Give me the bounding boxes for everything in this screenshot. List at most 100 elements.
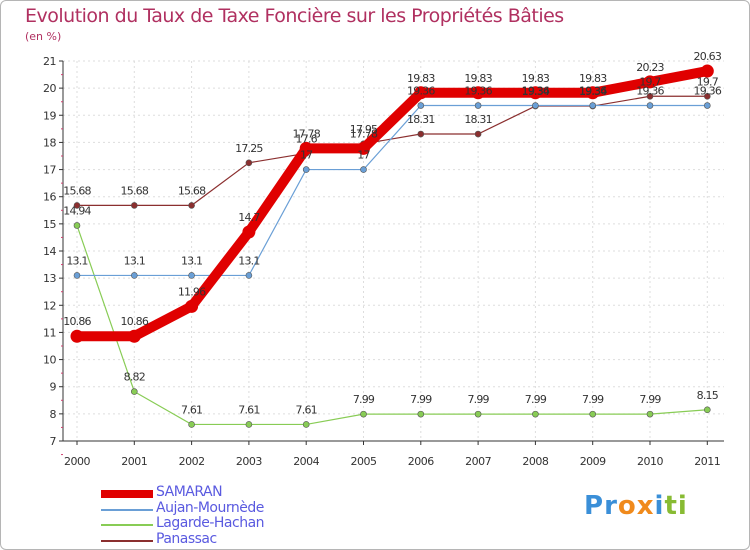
data-point (414, 86, 428, 100)
logo-letter: r (604, 491, 618, 521)
data-label: 7.99 (639, 393, 661, 406)
legend-label: Panassac (156, 530, 217, 547)
x-tick-label: 2007 (465, 455, 491, 468)
data-labels-aujan-mourn-de: 13.1 13.1 13.1 13.1 17 17 19.36 19.36 19.36 19.36… (66, 85, 722, 268)
data-label: 7.99 (353, 393, 375, 406)
data-label: 7.99 (410, 393, 432, 406)
series-lagarde-hachan (73, 222, 711, 428)
x-tick-label: 2004 (293, 455, 319, 468)
x-tick-label: 2003 (236, 455, 262, 468)
data-label: 14.94 (63, 204, 91, 217)
data-point (417, 410, 425, 418)
series-line (77, 104, 708, 277)
data-label: 19.36 (464, 85, 492, 98)
x-tick-label: 2010 (637, 455, 663, 468)
x-tick-label: 2009 (580, 455, 606, 468)
data-point (646, 92, 654, 100)
data-point (302, 421, 310, 428)
data-point (73, 202, 81, 209)
y-tick-label: 20 (43, 82, 56, 95)
data-point (188, 421, 195, 428)
data-point (703, 92, 711, 100)
grid (63, 60, 724, 442)
data-label: 19.36 (579, 85, 607, 98)
y-axis-unit-label: (en %) (25, 30, 62, 43)
data-label: 19.83 (464, 72, 492, 85)
series-aujan-mourn-de (73, 102, 711, 279)
data-label: 19.7 (639, 75, 661, 88)
data-point (360, 410, 367, 418)
chart-title: Evolution du Taux de Taxe Foncière sur l… (25, 5, 564, 27)
data-label: 7.99 (525, 393, 547, 406)
x-tick-label: 2006 (408, 455, 434, 468)
data-point (131, 202, 138, 209)
data-point (532, 102, 539, 109)
data-point (302, 166, 310, 173)
data-point (185, 299, 199, 313)
x-tick-label: 2005 (351, 455, 377, 468)
data-point (643, 75, 657, 89)
data-label: 17.6 (296, 132, 318, 145)
data-point (532, 410, 539, 418)
data-point (299, 141, 313, 155)
line-chart-plot: 7 8 9 10 11 12 13 14 15 16 17 18 19 20 21 2000 2001 2002 2… (43, 50, 724, 468)
series-line (77, 95, 708, 206)
legend-swatch (101, 539, 153, 542)
legend-label: Lagarde-Hachan (156, 515, 265, 531)
data-labels-panassac: 15.68 15.68 15.68 17.25 17.6 17.95 18.31 18.31 1… (63, 75, 719, 197)
legend-label: Aujan-Mournède (156, 499, 264, 516)
data-point (188, 272, 195, 279)
data-label: 19.83 (522, 72, 550, 85)
legend-item: SAMARAN (101, 484, 361, 502)
x-tick-label: 2000 (64, 455, 90, 468)
data-point (245, 272, 253, 279)
data-point (245, 421, 253, 428)
data-point (73, 222, 81, 229)
data-label: 19.36 (522, 85, 550, 98)
proxiti-logo: Proxiti (584, 491, 688, 521)
data-point (528, 86, 542, 100)
data-point (700, 64, 714, 78)
data-label: 8.82 (124, 371, 145, 384)
data-point (703, 102, 711, 109)
data-label: 15.68 (178, 184, 206, 197)
x-tick-label: 2001 (121, 455, 147, 468)
data-label: 19.7 (697, 75, 719, 88)
data-labels-lagarde-hachan: 14.94 8.82 7.61 7.61 7.61 7.99 7.99 7.99 7.99 7.9… (63, 204, 719, 416)
data-label: 17.25 (235, 142, 263, 155)
series-line (77, 66, 709, 342)
y-tick-label: 21 (43, 55, 56, 68)
data-label: 8.15 (697, 389, 719, 402)
y-tick-label: 13 (43, 272, 56, 285)
legend-label: SAMARAN (156, 484, 223, 500)
data-label: 10.86 (121, 315, 149, 328)
data-label: 19.34 (522, 85, 550, 98)
data-label: 20.23 (636, 61, 664, 74)
y-tick-label: 15 (43, 218, 56, 231)
logo-letter: i (654, 491, 665, 521)
series-samaran (70, 64, 714, 343)
data-label: 11.96 (178, 285, 206, 298)
data-point (646, 410, 654, 418)
legend-swatch (101, 524, 153, 526)
x-tick-label: 2008 (522, 455, 548, 468)
data-label: 19.83 (579, 72, 607, 85)
data-label: 15.68 (121, 184, 149, 197)
data-point (589, 102, 597, 109)
data-point (131, 388, 138, 395)
data-point (474, 130, 482, 138)
logo-letter: o (617, 491, 637, 521)
data-label: 19.36 (636, 85, 664, 98)
legend-swatch (101, 490, 153, 498)
data-label: 10.86 (63, 315, 91, 328)
data-point (242, 225, 256, 239)
legend-item: Lagarde-Hachan (101, 515, 361, 533)
data-point (417, 102, 425, 109)
data-point (474, 410, 482, 418)
data-point (646, 102, 654, 109)
legend-item: Aujan-Mournède (101, 499, 361, 518)
data-label: 19.36 (694, 85, 722, 98)
logo-letter: i (677, 491, 688, 521)
data-point (360, 166, 367, 173)
